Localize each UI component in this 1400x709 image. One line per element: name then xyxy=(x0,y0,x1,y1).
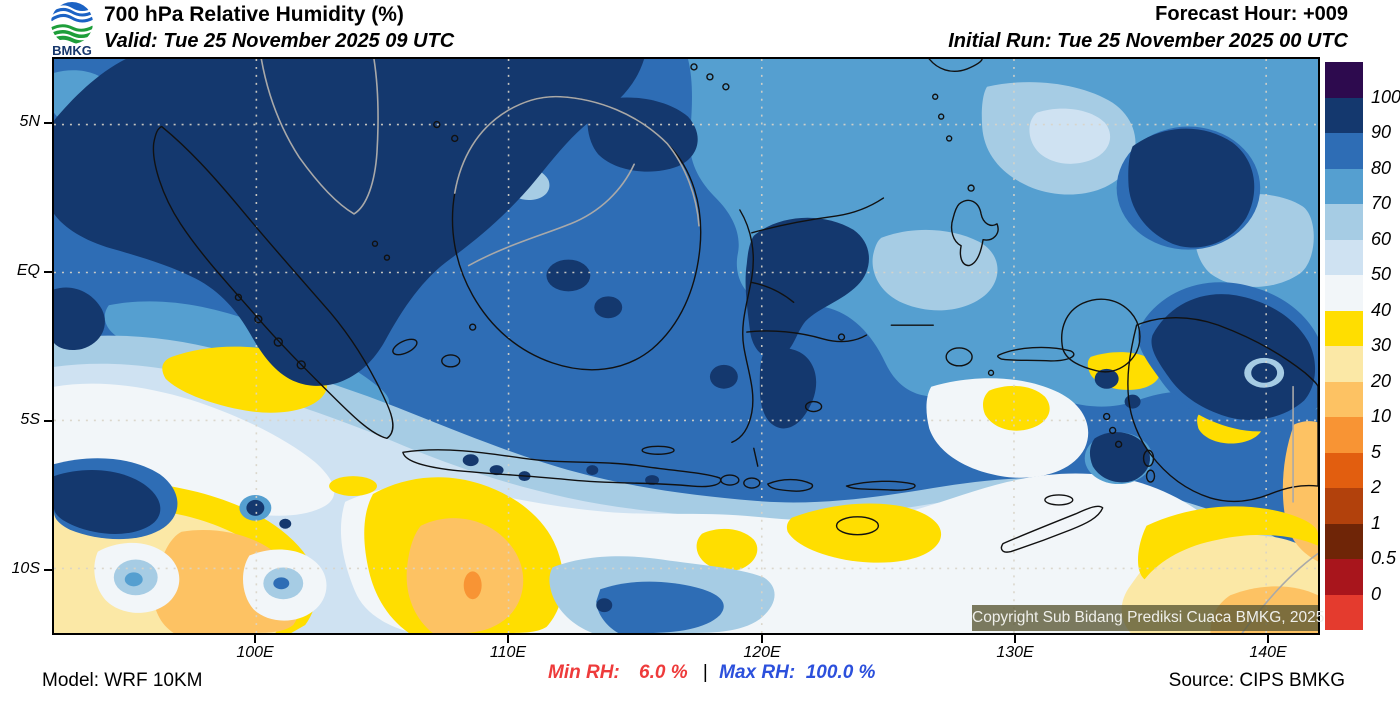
colorbar-tick-label: 90 xyxy=(1371,122,1392,142)
lon-tick-label: 110E xyxy=(489,644,527,661)
lon-tick-label: 130E xyxy=(996,644,1034,661)
lat-tick-mark xyxy=(44,420,52,422)
minmax-separator: | xyxy=(702,662,708,683)
colorbar xyxy=(1325,62,1363,630)
colorbar-cell xyxy=(1325,381,1363,417)
colorbar-cell xyxy=(1325,346,1363,382)
country-borders xyxy=(260,59,1318,633)
lon-tick-mark xyxy=(254,635,256,643)
colorbar-cell xyxy=(1325,97,1363,133)
rh-map-canvas: Copyright Sub Bidang Prediksi Cuaca BMKG… xyxy=(52,57,1324,635)
rh-extremes: Min RH: 6.0 % | Max RH: 100.0 % xyxy=(548,662,875,684)
copyright-watermark: Copyright Sub Bidang Prediksi Cuaca BMKG… xyxy=(972,605,1324,631)
lat-tick-label: 10S xyxy=(11,560,40,577)
valid-time: Valid: Tue 25 November 2025 09 UTC xyxy=(104,30,455,52)
colorbar-tick-label: 5 xyxy=(1371,441,1382,462)
colorbar-cell xyxy=(1325,417,1363,453)
lon-tick-mark xyxy=(761,635,763,643)
colorbar-tick-label: 10 xyxy=(1371,406,1392,426)
colorbar-cell xyxy=(1325,523,1363,559)
model-label: Model: WRF 10KM xyxy=(42,670,203,691)
bmkg-logo-icon: BMKG xyxy=(51,2,93,58)
colorbar-tick-label: 0 xyxy=(1371,583,1382,604)
forecast-hour: Forecast Hour: +009 xyxy=(1155,3,1348,25)
max-rh-label: Max RH: xyxy=(719,662,796,683)
lat-tick-label: 5S xyxy=(20,411,40,428)
colorbar-cell xyxy=(1325,275,1363,311)
colorbar-tick-label: 0.5 xyxy=(1371,548,1397,568)
min-rh-label: Min RH: xyxy=(548,662,620,683)
bmkg-logo-text: BMKG xyxy=(52,43,92,57)
lon-tick-mark xyxy=(507,635,509,643)
initial-run: Initial Run: Tue 25 November 2025 00 UTC xyxy=(948,30,1348,52)
header-right: Forecast Hour: +009 Initial Run: Tue 25 … xyxy=(948,3,1348,53)
colorbar-tick-label: 2 xyxy=(1371,477,1382,497)
colorbar-cell xyxy=(1325,452,1363,488)
colorbar-cell xyxy=(1325,204,1363,240)
lon-tick-label: 140E xyxy=(1249,644,1287,661)
colorbar-tick-label: 1 xyxy=(1371,512,1382,533)
graticule-grid xyxy=(54,59,1318,633)
source-label: Source: CIPS BMKG xyxy=(1168,670,1345,691)
lat-tick-label: 5N xyxy=(19,113,40,130)
page-title: 700 hPa Relative Humidity (%) xyxy=(104,3,404,26)
lon-tick-mark xyxy=(1267,635,1269,643)
colorbar-tick-label: 70 xyxy=(1371,193,1392,213)
colorbar-tick-label: 20 xyxy=(1371,370,1392,391)
lat-tick-label: EQ xyxy=(16,262,40,279)
lon-tick-label: 120E xyxy=(743,644,781,661)
colorbar-cell xyxy=(1325,62,1363,98)
colorbar-cell xyxy=(1325,310,1363,346)
max-rh-value: 100.0 % xyxy=(805,662,876,683)
colorbar-tick-label: 40 xyxy=(1371,299,1392,320)
colorbar-cell xyxy=(1325,168,1363,204)
colorbar-tick-label: 50 xyxy=(1371,264,1392,284)
colorbar-tick-label: 80 xyxy=(1371,157,1392,178)
min-rh-value: 6.0 % xyxy=(639,662,688,683)
colorbar-cell xyxy=(1325,559,1363,595)
colorbar-tick-label: 100 xyxy=(1371,86,1400,107)
colorbar-tick-label: 60 xyxy=(1371,228,1392,249)
colorbar-cell xyxy=(1325,133,1363,169)
lat-tick-mark xyxy=(44,569,52,571)
bmkg-logo: BMKG xyxy=(44,1,100,58)
colorbar-cell xyxy=(1325,239,1363,275)
colorbar-cell xyxy=(1325,488,1363,524)
colorbar-cell xyxy=(1325,594,1363,630)
lon-tick-label: 100E xyxy=(236,644,274,661)
lat-tick-mark xyxy=(44,271,52,273)
colorbar-tick-label: 30 xyxy=(1371,335,1392,355)
lon-tick-mark xyxy=(1014,635,1016,643)
rh-contour-field xyxy=(54,59,1318,633)
coastlines xyxy=(152,59,1318,553)
lat-tick-mark xyxy=(44,122,52,124)
